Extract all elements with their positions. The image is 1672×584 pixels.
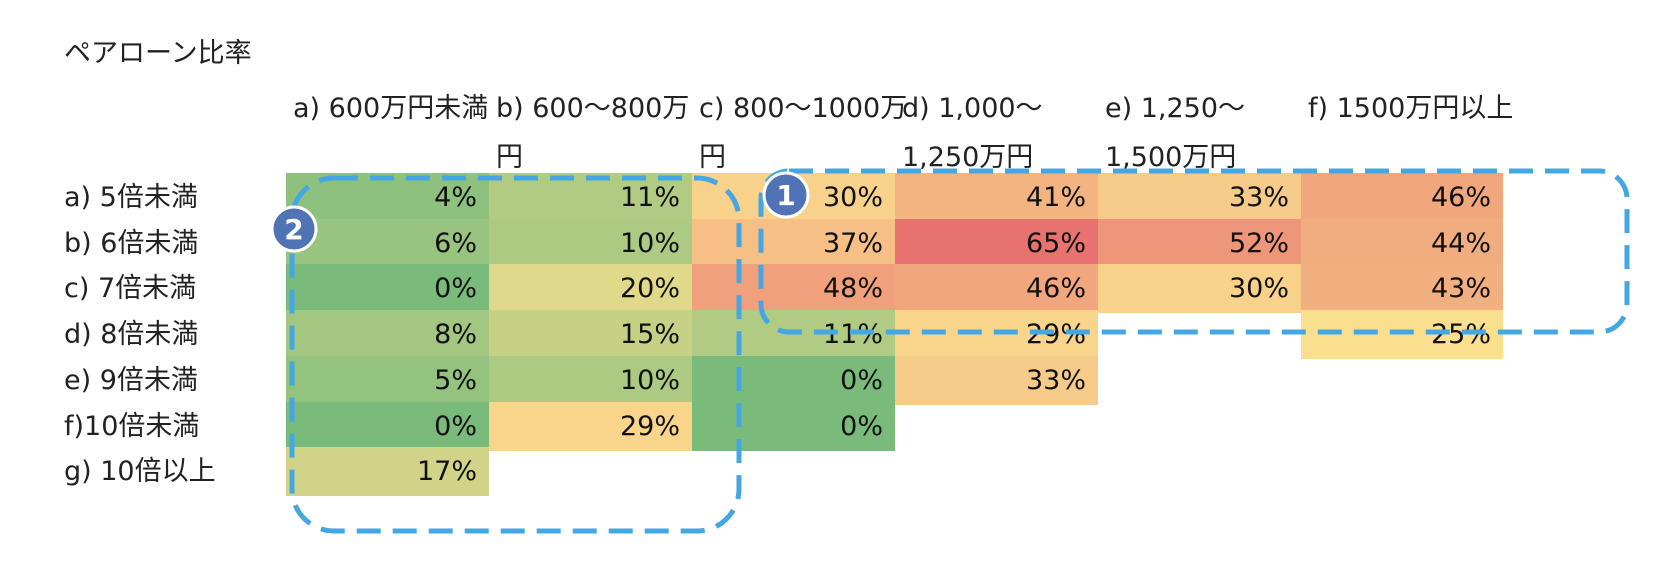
heatmap-cell: 44% bbox=[1301, 218, 1503, 268]
heatmap-cell: 0% bbox=[692, 355, 895, 405]
row-label: d) 8倍未満 bbox=[64, 319, 199, 351]
heatmap-cell: 4% bbox=[286, 173, 489, 222]
heatmap-cell: 11% bbox=[692, 310, 895, 360]
heatmap-cell: 33% bbox=[895, 355, 1098, 405]
heatmap-cell: 8% bbox=[286, 310, 489, 360]
row-label: b) 6倍未満 bbox=[64, 227, 199, 259]
heatmap-cell: 11% bbox=[489, 173, 692, 222]
column-header: b) 600～800万円 bbox=[496, 93, 690, 173]
heatmap-cell: 17% bbox=[286, 447, 489, 497]
heatmap-cell: 10% bbox=[489, 218, 692, 268]
row-label: g) 10倍以上 bbox=[64, 456, 216, 488]
heatmap-cell: 5% bbox=[286, 355, 489, 405]
heatmap-cell: 46% bbox=[895, 264, 1098, 314]
column-header: f) 1500万円以上 bbox=[1308, 93, 1514, 124]
heatmap-cell: 25% bbox=[1301, 310, 1503, 360]
row-label: a) 5倍未満 bbox=[64, 182, 198, 213]
column-header: d) 1,000～1,250万円 bbox=[902, 93, 1043, 173]
column-header: e) 1,250～1,500万円 bbox=[1105, 93, 1246, 173]
heatmap-cell: 30% bbox=[692, 173, 895, 222]
heatmap-cell: 0% bbox=[692, 401, 895, 451]
heatmap-cell: 0% bbox=[286, 401, 489, 451]
chart-title: ペアローン比率 bbox=[64, 38, 252, 69]
column-header: c) 800～1000万円 bbox=[699, 93, 908, 173]
heatmap-cell: 37% bbox=[692, 218, 895, 268]
heatmap-cell: 0% bbox=[286, 264, 489, 314]
column-header: a) 600万円未満 bbox=[293, 93, 489, 124]
heatmap-cell: 6% bbox=[286, 218, 489, 268]
heatmap-cell: 43% bbox=[1301, 264, 1503, 314]
row-label: c) 7倍未満 bbox=[64, 273, 197, 305]
heatmap-cell: 10% bbox=[489, 355, 692, 405]
heatmap-cell: 15% bbox=[489, 310, 692, 360]
heatmap-cell: 29% bbox=[489, 401, 692, 451]
heatmap-cell: 29% bbox=[895, 310, 1098, 360]
heatmap-cell: 30% bbox=[1098, 264, 1301, 314]
heatmap-cell: 52% bbox=[1098, 218, 1301, 268]
heatmap-cell: 20% bbox=[489, 264, 692, 314]
row-label: f)10倍未満 bbox=[64, 410, 200, 442]
heatmap-cell: 33% bbox=[1098, 173, 1301, 222]
heatmap-cell: 46% bbox=[1301, 173, 1503, 222]
heatmap-cell: 41% bbox=[895, 173, 1098, 222]
heatmap-cell: 65% bbox=[895, 218, 1098, 268]
row-label: e) 9倍未満 bbox=[64, 364, 198, 396]
heatmap-cell: 48% bbox=[692, 264, 895, 314]
